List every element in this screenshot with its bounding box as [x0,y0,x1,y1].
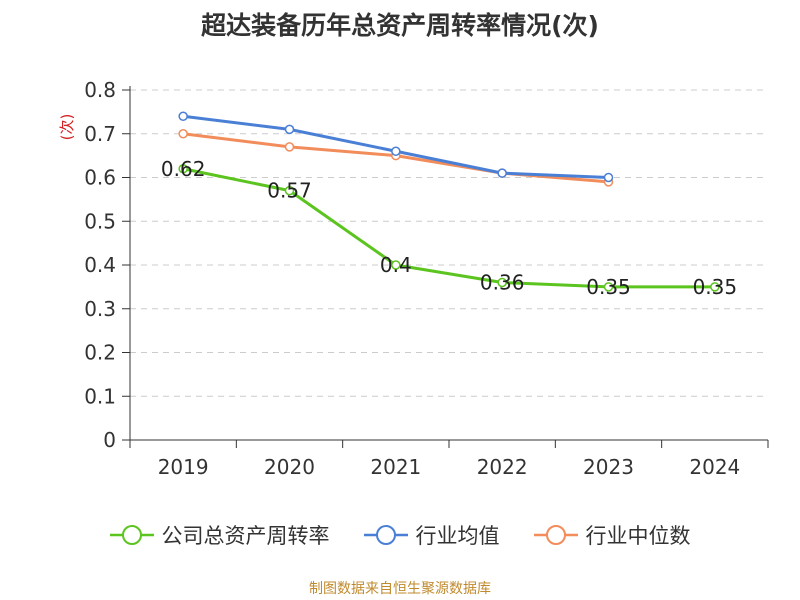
x-tick-label: 2019 [158,455,209,479]
data-label: 0.35 [693,275,738,299]
legend-item[interactable]: 行业中位数 [533,520,691,550]
data-label: 0.35 [586,275,631,299]
legend-label: 行业均值 [415,524,500,548]
legend-label: 行业中位数 [585,524,691,548]
y-tick-label: 0.8 [84,78,116,102]
data-point [497,277,507,288]
y-tick-label: 0.2 [84,341,116,365]
data-point [284,124,295,135]
legend-swatch-marker [375,525,396,545]
data-point [178,129,188,139]
data-point [710,282,720,292]
y-tick-label: 0.7 [84,122,116,146]
data-point [603,282,614,292]
x-tick-label: 2020 [264,455,315,479]
x-tick-label: 2022 [477,455,528,479]
data-point [284,185,295,196]
y-tick-label: 0 [103,428,116,452]
series-line [182,167,715,289]
data-point [391,146,401,156]
y-tick-label: 0.3 [84,297,116,321]
chart-title: 超达装备历年总资产周转率情况(次) [201,11,599,40]
data-point [178,164,188,174]
data-label: 0.4 [380,253,412,277]
legend-swatch-marker [545,525,566,545]
data-point [284,142,295,152]
data-point [497,168,507,178]
x-tick-label: 2024 [689,455,740,479]
y-tick-label: 0.5 [84,209,116,233]
y-tick-label: 0.1 [84,384,116,408]
chart-legend: 公司总资产周转率 行业均值 行业中位数 [0,520,800,550]
data-point [603,172,614,183]
y-tick-label: 0.6 [84,166,116,190]
legend-label: 公司总资产周转率 [161,524,330,548]
x-tick-label: 2021 [370,455,421,479]
y-axis-label: (次) [58,114,76,141]
legend-swatch-icon [109,525,154,545]
legend-swatch-icon [533,525,578,545]
legend-item[interactable]: 行业均值 [363,520,500,550]
data-label: 0.57 [267,179,312,203]
data-point [178,111,188,121]
data-point [391,260,401,270]
legend-swatch-marker [121,525,142,545]
x-tick-label: 2023 [583,455,634,479]
source-note: 制图数据来自恒生聚源数据库 [309,581,491,597]
data-label: 0.36 [480,271,525,295]
data-label: 0.62 [161,157,206,181]
legend-swatch-icon [363,525,408,545]
y-tick-label: 0.4 [84,253,116,277]
legend-item[interactable]: 公司总资产周转率 [109,520,330,550]
